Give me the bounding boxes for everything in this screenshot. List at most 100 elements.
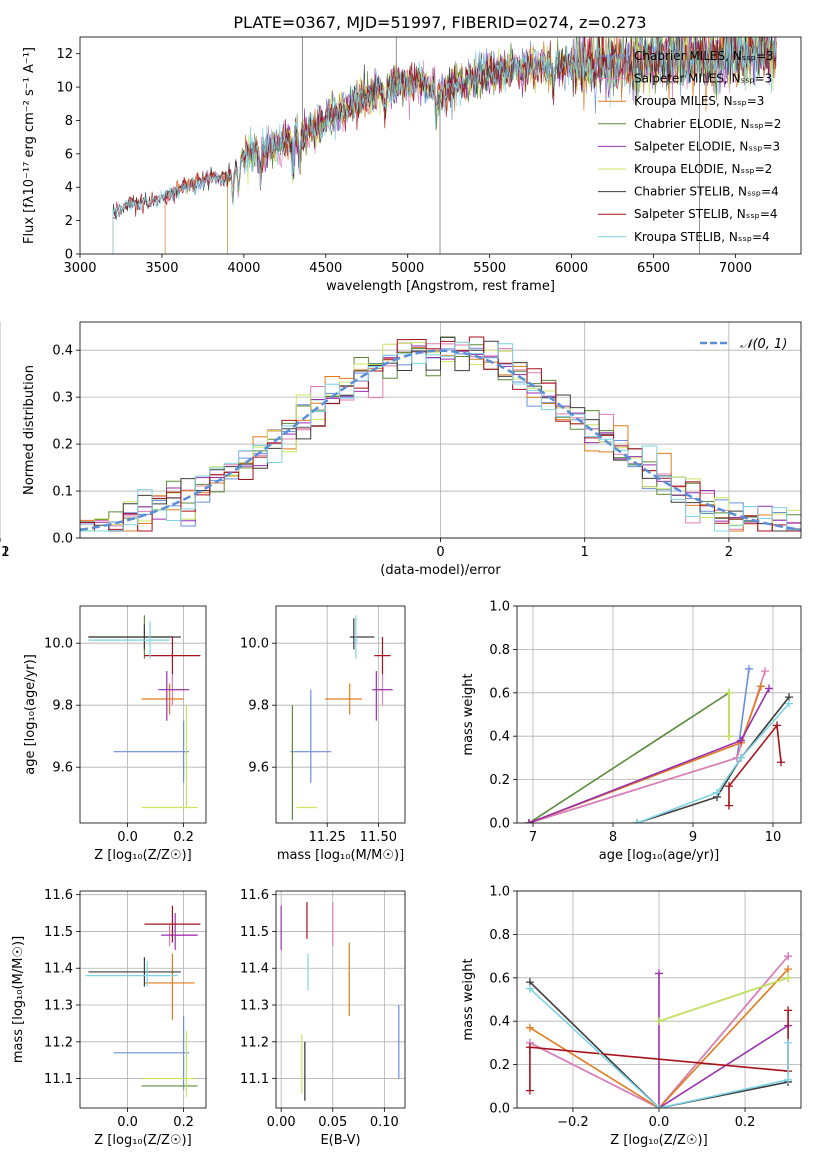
- axes-frame: [79, 36, 802, 255]
- x-tick-label: 10: [765, 830, 782, 845]
- y-tick-label: 0.4: [489, 730, 510, 745]
- chart-title: PLATE=0367, MJD=51997, FIBERID=0274, z=0…: [233, 13, 646, 32]
- x-axis-label: Z [log₁₀(Z/Z☉)]: [610, 1133, 707, 1148]
- plus-marker: [737, 753, 745, 762]
- mass-weight-series: [528, 686, 762, 823]
- x-tick-label: 6000: [555, 261, 588, 276]
- plus-marker: [784, 952, 793, 961]
- plus-marker: [784, 973, 793, 982]
- y-tick-label: 9.8: [248, 699, 269, 714]
- plus-marker: [713, 788, 721, 797]
- x-tick-label: 11.50: [360, 830, 397, 845]
- y-tick-label: 9.6: [52, 761, 73, 776]
- x-axis-label: (data-model)/error: [380, 563, 501, 578]
- y-tick-label: 0.0: [489, 1102, 510, 1117]
- y-tick-label: 11.2: [44, 1035, 73, 1050]
- chart-weight_vs_age: 7 8 9 10 0.0 0.2 0.4 0.6 0.8 1.0 age [log₁₀(age/yr…: [461, 600, 802, 863]
- chart-spectrum: 3000 3500 4000 4500 5000 5500 6000 6500 7000 0 2 4 6…: [22, 36, 802, 294]
- y-axis-label: Flux [fλ10⁻¹⁷ erg cm⁻² s⁻¹ A⁻¹]: [22, 47, 37, 244]
- y-tick-label: 0.1: [52, 485, 73, 500]
- chart-weight_vs_Z: −0.2 0.0 0.2 0.0 0.2 0.4 0.6 0.8 1.0 Z [log₁₀(Z/Z…: [461, 885, 802, 1148]
- y-tick-label: 0.2: [489, 1058, 510, 1073]
- y-tick-label: 11.3: [44, 999, 73, 1014]
- mass-weight-series: [528, 688, 770, 823]
- x-axis-label: Z [log₁₀(Z/Z☉)]: [94, 1133, 191, 1148]
- y-tick-label: 1.0: [489, 885, 510, 900]
- y-tick-label: 12: [56, 47, 73, 62]
- mass-weight-series: [529, 968, 789, 1108]
- x-tick-label: −0.2: [557, 1115, 589, 1130]
- x-axis-label: age [log₁₀(age/yr)]: [599, 848, 720, 863]
- y-tick-label: 11.3: [240, 999, 269, 1014]
- x-axis-label: mass [log₁₀(M/M☉)]: [277, 848, 404, 863]
- legend-label: Salpeter MILES, Nₛₛₚ=3: [634, 72, 772, 86]
- plus-marker: [725, 688, 733, 697]
- spectrum-series: [112, 37, 777, 254]
- plus-marker: [525, 1086, 534, 1095]
- mass-weight-series: [528, 668, 750, 823]
- y-tick-label: 11.4: [44, 962, 73, 977]
- y-tick-label: 9.8: [52, 699, 73, 714]
- mass-weight-series: [658, 977, 789, 1022]
- y-tick-label: 0.4: [489, 1015, 510, 1030]
- plus-marker: [745, 664, 753, 673]
- mass-weight-series: [529, 981, 789, 1108]
- y-tick-label: 11.6: [44, 888, 73, 903]
- y-tick-label: 0.4: [52, 344, 73, 359]
- plus-marker: [784, 1006, 793, 1015]
- spectrum-series: [112, 37, 777, 254]
- x-axis-label: E(B-V): [320, 1133, 360, 1148]
- plot-area: [280, 902, 400, 1101]
- y-tick-label: 11.1: [44, 1072, 73, 1087]
- y-tick-label: 0.8: [489, 928, 510, 943]
- plus-marker: [525, 984, 534, 993]
- axes-frame: [79, 321, 802, 539]
- legend-label: Kroupa ELODIE, Nₛₛₚ=2: [634, 162, 772, 176]
- y-axis-label: mass weight: [461, 958, 476, 1040]
- plus-marker: [655, 1104, 663, 1108]
- x-tick-label: 11.25: [309, 830, 346, 845]
- chart-age_vs_mass: 11.25 11.50 9.6 9.8 10.0 mass [log₁₀(M/M☉)]: [240, 605, 406, 863]
- plot-area: [525, 952, 793, 1108]
- x-tick-label: 3000: [63, 261, 96, 276]
- x-tick-label: 0.2: [173, 830, 194, 845]
- x-tick-label: 0.2: [173, 1115, 194, 1130]
- y-tick-label: 4: [65, 181, 73, 196]
- y-tick-label: 11.5: [44, 925, 73, 940]
- y-tick-label: 11.4: [240, 962, 269, 977]
- axes-frame: [516, 605, 802, 824]
- plus-marker: [773, 721, 781, 730]
- chart-residuals: −2−1 0 1 2 0.0 0.1 0.2 0.3 0.4 (data-model)/error…: [0, 321, 802, 578]
- x-axis-label: Z [log₁₀(Z/Z☉)]: [94, 848, 191, 863]
- axes-frame: [275, 605, 406, 824]
- y-tick-label: 0.2: [52, 438, 73, 453]
- y-tick-label: 0.8: [489, 643, 510, 658]
- y-tick-label: 9.6: [248, 761, 269, 776]
- plus-marker: [725, 801, 733, 810]
- x-tick-label: 9: [689, 830, 697, 845]
- normal-curve: [80, 349, 801, 532]
- plot-area: [85, 905, 201, 1097]
- legend-label: Chabrier ELODIE, Nₛₛₚ=2: [634, 117, 781, 131]
- x-tick-label: 0.0: [649, 1115, 670, 1130]
- y-tick-label: 10.0: [44, 637, 73, 652]
- plus-marker: [777, 758, 785, 767]
- x-tick-label: 7: [529, 830, 537, 845]
- x-tick-label: 0.10: [370, 1115, 399, 1130]
- legend-label: Kroupa MILES, Nₛₛₚ=3: [634, 94, 764, 108]
- y-tick-label: 0.3: [52, 391, 73, 406]
- plus-marker: [761, 667, 769, 676]
- axes-frame: [275, 890, 406, 1109]
- y-tick-label: 0.6: [489, 686, 510, 701]
- plot-area: [80, 336, 801, 532]
- x-tick-label: 7000: [719, 261, 752, 276]
- y-tick-label: 0.0: [489, 817, 510, 832]
- y-tick-label: 0.6: [489, 971, 510, 986]
- y-tick-label: 1.0: [489, 600, 510, 615]
- y-axis-label: age [log₁₀(age/yr)]: [23, 654, 38, 775]
- plus-marker: [525, 819, 533, 823]
- legend-label: Kroupa STELIB, Nₛₛₚ=4: [634, 230, 770, 244]
- plus-marker: [725, 782, 733, 791]
- y-tick-label: 11.6: [240, 888, 269, 903]
- histogram-series: [80, 336, 801, 532]
